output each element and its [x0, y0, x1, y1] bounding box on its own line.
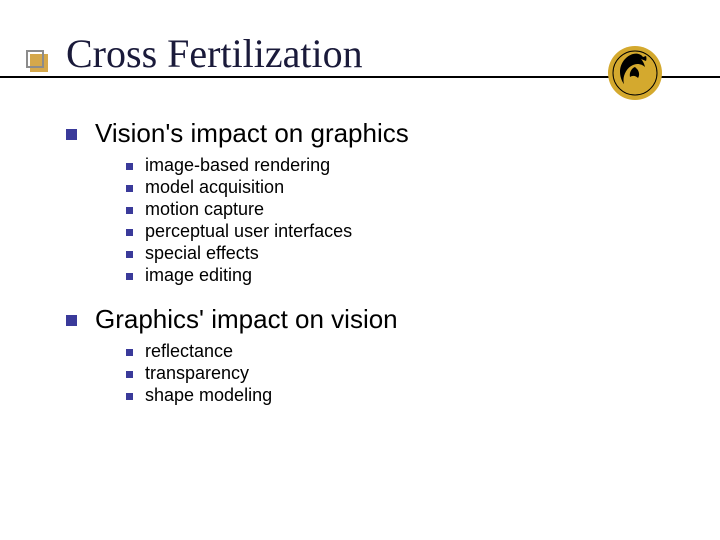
title-row: Cross Fertilization [46, 28, 674, 86]
list-item: image-based rendering [126, 155, 674, 176]
list-item: shape modeling [126, 385, 674, 406]
slide-title: Cross Fertilization [66, 30, 363, 77]
item-text: motion capture [145, 199, 264, 220]
slide: Cross Fertilization Vision's impact on g… [0, 0, 720, 540]
item-text: model acquisition [145, 177, 284, 198]
square-bullet-icon [66, 315, 77, 326]
item-text: perceptual user interfaces [145, 221, 352, 242]
list-item: motion capture [126, 199, 674, 220]
square-bullet-icon [126, 163, 133, 170]
item-text: image editing [145, 265, 252, 286]
square-bullet-icon [126, 349, 133, 356]
content-area: Vision's impact on graphics image-based … [46, 114, 674, 406]
heading-text: Graphics' impact on vision [95, 304, 398, 335]
section-heading: Vision's impact on graphics [66, 118, 674, 149]
list-item: special effects [126, 243, 674, 264]
list-item: perceptual user interfaces [126, 221, 674, 242]
list-item: image editing [126, 265, 674, 286]
section-heading: Graphics' impact on vision [66, 304, 674, 335]
accent-square-outline [26, 50, 44, 68]
item-text: image-based rendering [145, 155, 330, 176]
pegasus-logo-icon [606, 44, 664, 102]
square-bullet-icon [126, 251, 133, 258]
sub-list: reflectance transparency shape modeling [66, 341, 674, 406]
list-item: reflectance [126, 341, 674, 362]
item-text: shape modeling [145, 385, 272, 406]
square-bullet-icon [126, 393, 133, 400]
list-item: model acquisition [126, 177, 674, 198]
square-bullet-icon [126, 371, 133, 378]
square-bullet-icon [126, 229, 133, 236]
square-bullet-icon [126, 273, 133, 280]
square-bullet-icon [66, 129, 77, 140]
sub-list: image-based rendering model acquisition … [66, 155, 674, 286]
square-bullet-icon [126, 207, 133, 214]
item-text: transparency [145, 363, 249, 384]
square-bullet-icon [126, 185, 133, 192]
item-text: special effects [145, 243, 259, 264]
item-text: reflectance [145, 341, 233, 362]
list-item: transparency [126, 363, 674, 384]
heading-text: Vision's impact on graphics [95, 118, 409, 149]
